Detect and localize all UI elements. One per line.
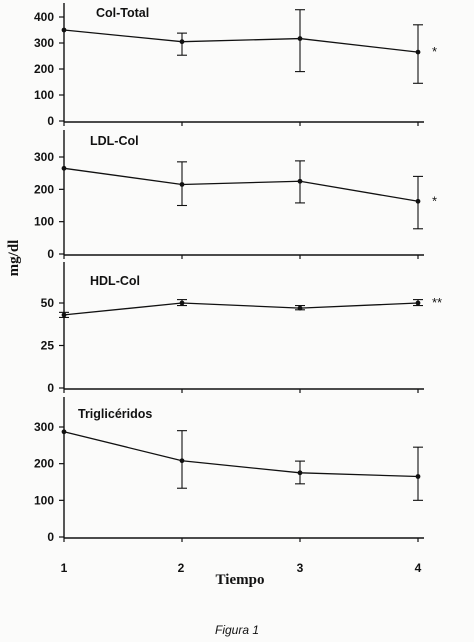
y-tick-label: 100 [34, 88, 54, 102]
series-line [63, 302, 419, 316]
data-point [415, 198, 421, 204]
data-point [61, 429, 67, 435]
y-tick-label: 300 [34, 36, 54, 50]
significance-mark: * [432, 193, 437, 208]
data-point [61, 312, 67, 318]
y-tick-label: 300 [34, 150, 54, 164]
data-point [415, 474, 421, 479]
x-tick-label: 4 [415, 561, 422, 575]
data-point [179, 39, 185, 45]
series-line [63, 29, 419, 53]
series-line [63, 431, 419, 478]
x-tick-label: 1 [61, 561, 68, 575]
x-tick-label: 3 [297, 561, 304, 575]
data-point [415, 300, 421, 306]
data-point [179, 300, 185, 306]
y-tick-label: 0 [47, 530, 54, 544]
data-point [297, 305, 303, 311]
y-tick-label: 100 [34, 493, 54, 507]
x-tick-label: 2 [178, 561, 185, 575]
x-axis-title: Tiempo [216, 572, 265, 588]
panel-title: Triglicéridos [78, 407, 152, 421]
y-tick-label: 25 [41, 339, 55, 353]
y-tick-label: 200 [34, 457, 54, 471]
panel-title: LDL-Col [90, 134, 139, 148]
y-tick-label: 100 [34, 215, 54, 229]
y-tick-label: 50 [41, 296, 55, 310]
data-point [297, 470, 303, 476]
data-point [61, 165, 67, 171]
data-point [179, 182, 185, 187]
panel-title: HDL-Col [90, 274, 140, 288]
significance-mark: * [432, 44, 437, 59]
series-line [63, 167, 419, 202]
significance-mark: ** [432, 295, 442, 310]
chart-panel-4: 0 100 200 300 Triglicéridos [34, 397, 424, 544]
y-tick-label: 400 [34, 10, 54, 24]
y-tick-label: 0 [47, 247, 54, 261]
data-point [61, 27, 67, 33]
chart-panel-2: 0 100 200 300 LDL-Col * [34, 130, 437, 261]
y-tick-label: 0 [47, 381, 54, 395]
x-tick-labels: 1 2 3 4 [61, 561, 422, 575]
chart-panel-1: 0 100 200 300 400 Col-Total * [34, 3, 437, 128]
data-point [179, 458, 185, 464]
y-tick-label: 300 [34, 420, 54, 434]
figure-caption: Figura 1 [215, 623, 259, 637]
y-tick-label: 200 [34, 182, 54, 196]
y-tick-label: 0 [47, 114, 54, 128]
data-point [415, 49, 421, 55]
y-tick-label: 200 [34, 62, 54, 76]
chart-panel-3: 0 25 50 HDL-Col ** [41, 262, 442, 395]
panel-title: Col-Total [96, 6, 149, 20]
chart-panels: 0 100 200 300 400 Col-Total * 0 100 200 300 LDL-Col… [34, 3, 442, 544]
y-axis-title: mg/dl [6, 240, 22, 277]
data-point [297, 36, 303, 41]
data-point [297, 178, 303, 184]
